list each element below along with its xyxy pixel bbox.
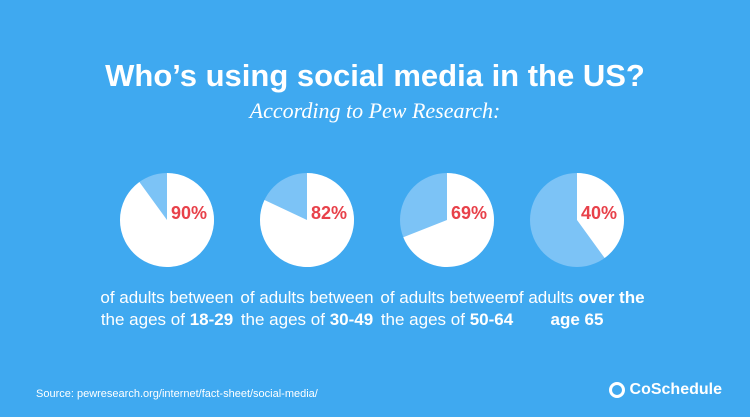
caption-text: of adults between the ages of (240, 288, 374, 329)
subtitle: According to Pew Research: (249, 98, 501, 123)
value-label: 40% (581, 203, 617, 223)
pie-slice (577, 173, 624, 259)
title: Who’s using social media in the US? (105, 58, 645, 93)
caption: of adults between the ages of 18-29 (97, 287, 237, 331)
caption: of adults between the ages of 50-64 (377, 287, 517, 331)
caption-bold: 50-64 (469, 310, 514, 329)
brand-icon (608, 382, 625, 398)
caption-bold: 18-29 (189, 310, 234, 329)
caption: of adults between the ages of 30-49 (237, 287, 377, 331)
pie-slice (403, 172, 494, 267)
brand: CoSchedule (608, 381, 722, 399)
value-label: 90% (171, 203, 207, 223)
brand-name: CoSchedule (629, 381, 722, 398)
caption-bold: 30-49 (329, 310, 374, 329)
caption-text: of adults between the ages of (380, 288, 514, 329)
caption: of adults over the age 65 (507, 287, 647, 331)
caption-text: of adults (509, 288, 574, 307)
caption-text: of adults between the ages of (100, 288, 234, 329)
value-label: 82% (311, 203, 347, 223)
pie-slice (119, 173, 214, 267)
source: Source: pewresearch.org/internet/fact-sh… (36, 388, 318, 400)
pie-slice (260, 173, 354, 267)
value-label: 69% (451, 203, 487, 223)
caption-bold: over the age 65 (550, 288, 645, 329)
